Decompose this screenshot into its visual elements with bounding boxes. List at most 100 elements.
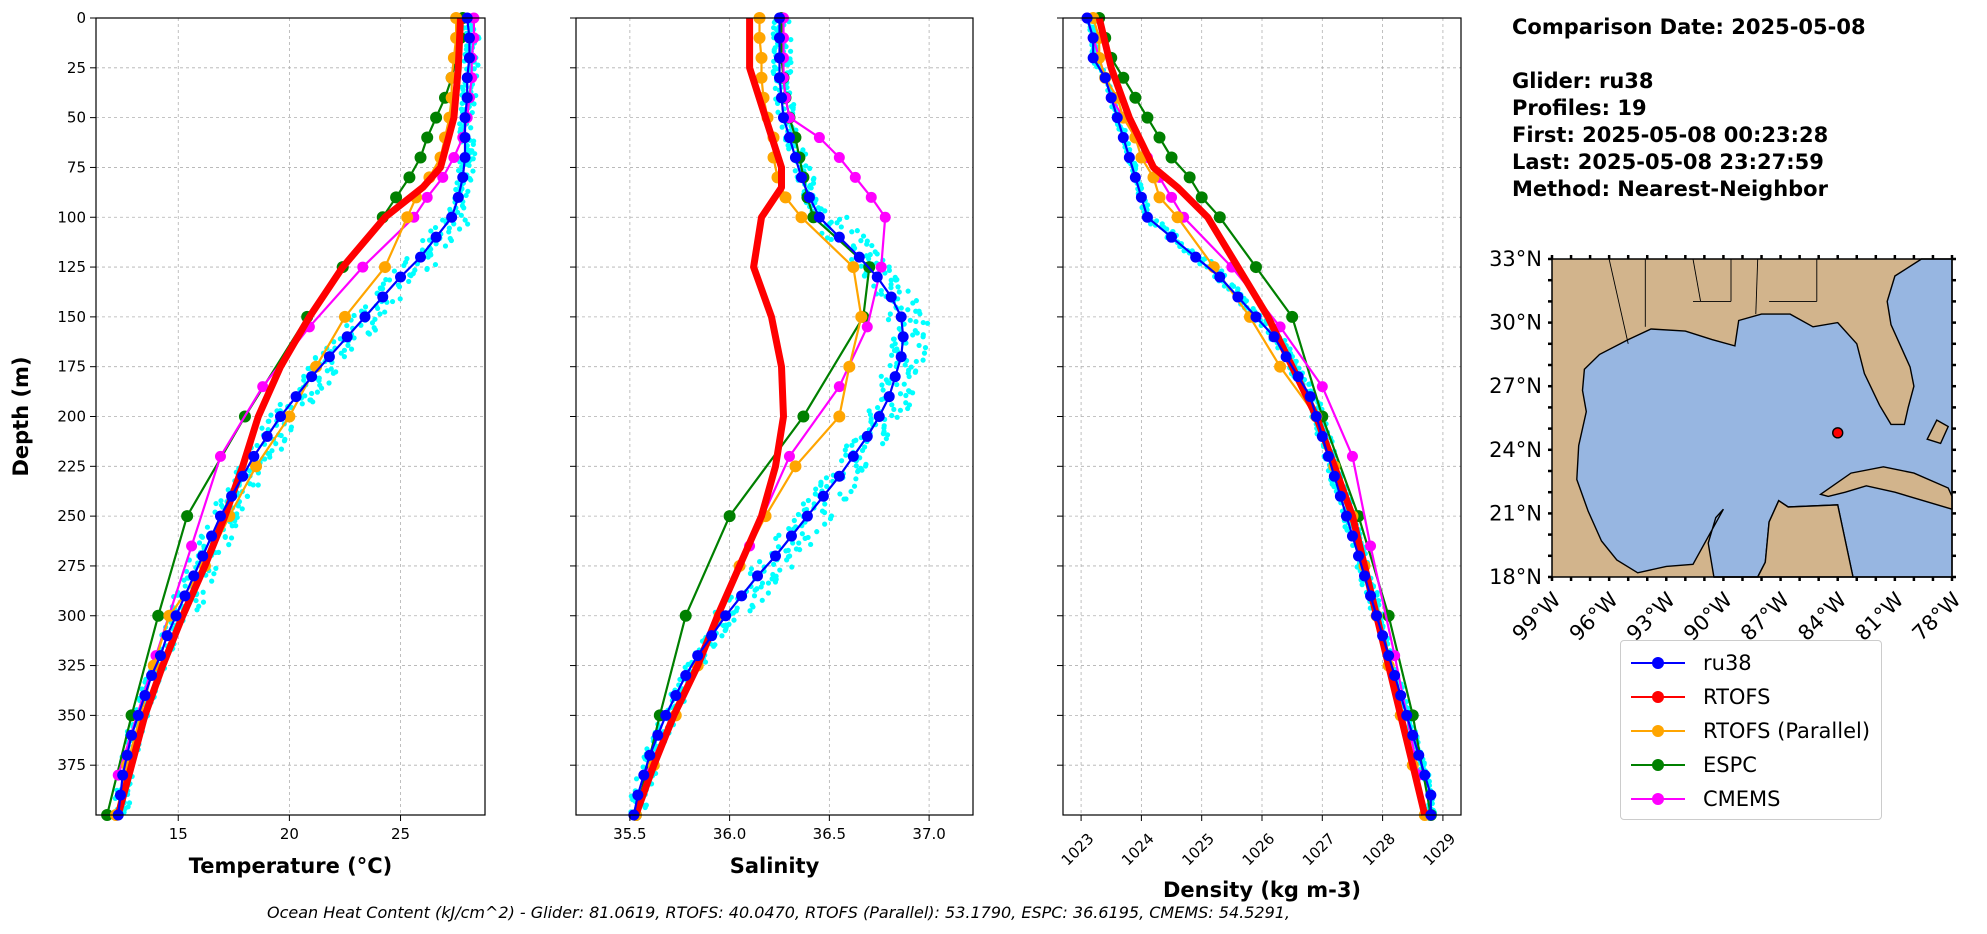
- glider-scatter-point: [917, 311, 923, 317]
- glider-scatter-point: [471, 101, 477, 107]
- glider-scatter-point: [869, 242, 875, 249]
- data-point: [457, 171, 469, 183]
- glider-scatter-point: [453, 186, 459, 193]
- data-point: [459, 151, 471, 163]
- glider-scatter-point: [244, 493, 250, 499]
- glider-scatter-point: [465, 221, 471, 227]
- data-point: [261, 430, 273, 442]
- y-tick-label: 325: [57, 657, 86, 675]
- glider-position-marker: [1832, 427, 1844, 439]
- glider-scatter-point: [432, 224, 439, 231]
- glider-scatter-point: [722, 627, 728, 634]
- glider-scatter-point: [425, 254, 431, 260]
- x-tick-label: 37.0: [912, 825, 945, 843]
- map-lat-label: 18°N: [1489, 565, 1542, 589]
- glider-scatter-point: [887, 311, 893, 317]
- data-point: [883, 391, 895, 403]
- data-point: [1346, 530, 1358, 542]
- data-point: [1087, 32, 1099, 44]
- data-point: [777, 112, 789, 124]
- data-point: [1316, 381, 1328, 393]
- data-point: [875, 261, 887, 273]
- data-point: [1129, 171, 1141, 183]
- data-point: [1377, 630, 1389, 642]
- glider-scatter-point: [853, 476, 859, 482]
- data-point: [1334, 490, 1346, 502]
- glider-scatter-point: [883, 436, 889, 442]
- glider-scatter-point: [749, 602, 755, 608]
- data-point: [1166, 231, 1178, 243]
- x-tick-label: 20: [280, 825, 299, 843]
- glider-scatter-point: [459, 203, 466, 209]
- x-tick-label: 1024: [1118, 830, 1158, 870]
- x-tick-label: 1028: [1359, 830, 1399, 870]
- data-point: [769, 550, 781, 562]
- glider-scatter-point: [183, 568, 190, 575]
- glider-scatter-point: [200, 599, 207, 605]
- glider-scatter-point: [268, 412, 274, 418]
- glider-scatter-point: [791, 517, 797, 524]
- glider-scatter-point: [351, 312, 357, 319]
- glider-scatter-point: [201, 543, 207, 549]
- data-point: [652, 729, 664, 741]
- data-point: [1395, 689, 1407, 701]
- glider-scatter-point: [472, 151, 478, 157]
- glider-scatter-point: [259, 425, 265, 431]
- data-point: [783, 132, 795, 144]
- data-point: [146, 670, 158, 682]
- data-point: [1419, 769, 1431, 781]
- map-border: [1608, 258, 1629, 344]
- glider-scatter-point: [786, 146, 792, 152]
- data-point: [833, 231, 845, 243]
- glider-scatter-point: [426, 237, 433, 243]
- x-axis-label: Temperature (°C): [189, 854, 392, 878]
- glider-scatter-point: [255, 482, 261, 488]
- glider-scatter-point: [895, 284, 901, 290]
- data-point: [197, 550, 209, 562]
- data-point: [670, 689, 682, 701]
- glider-scatter-point: [920, 334, 926, 340]
- series-line-rtofs: [114, 17, 464, 816]
- glider-scatter-point: [823, 475, 830, 481]
- glider-scatter-point: [1306, 381, 1312, 387]
- data-point: [390, 191, 403, 204]
- glider-scatter-point: [1296, 365, 1302, 371]
- glider-scatter-point: [338, 350, 344, 356]
- glider-scatter-point: [209, 578, 215, 584]
- data-point: [679, 609, 692, 622]
- glider-scatter-point: [432, 261, 439, 268]
- glider-scatter-point: [424, 265, 430, 272]
- glider-scatter-point: [889, 402, 895, 408]
- glider-scatter-point: [894, 414, 900, 420]
- glider-scatter-point: [751, 593, 758, 599]
- glider-scatter-point: [312, 355, 319, 361]
- map-lon-label: 93°W: [1622, 587, 1680, 645]
- glider-scatter-point: [769, 576, 775, 582]
- data-point: [797, 410, 810, 423]
- glider-scatter-point: [878, 287, 884, 294]
- data-point: [117, 769, 129, 781]
- glider-scatter-point: [810, 180, 817, 186]
- data-point: [833, 410, 846, 423]
- data-point: [257, 381, 269, 393]
- data-point: [214, 450, 226, 462]
- glider-scatter-point: [779, 124, 785, 130]
- data-point: [861, 321, 873, 333]
- data-point: [1183, 171, 1196, 184]
- glider-scatter-point: [776, 532, 782, 538]
- data-point: [1141, 211, 1153, 223]
- data-point: [632, 789, 644, 801]
- glider-scatter-point: [920, 357, 926, 363]
- glider-scatter-point: [407, 272, 413, 278]
- glider-scatter-point: [784, 557, 790, 563]
- glider-scatter-point: [222, 534, 228, 540]
- data-point: [1232, 291, 1244, 303]
- glider-scatter-point: [771, 48, 777, 55]
- x-tick-label: 36.5: [813, 825, 846, 843]
- glider-scatter-point: [848, 488, 854, 495]
- glider-scatter-point: [838, 224, 844, 230]
- glider-scatter-point: [442, 243, 449, 249]
- glider-scatter-point: [246, 468, 253, 474]
- glider-scatter-point: [633, 776, 640, 782]
- glider-scatter-point: [397, 296, 403, 302]
